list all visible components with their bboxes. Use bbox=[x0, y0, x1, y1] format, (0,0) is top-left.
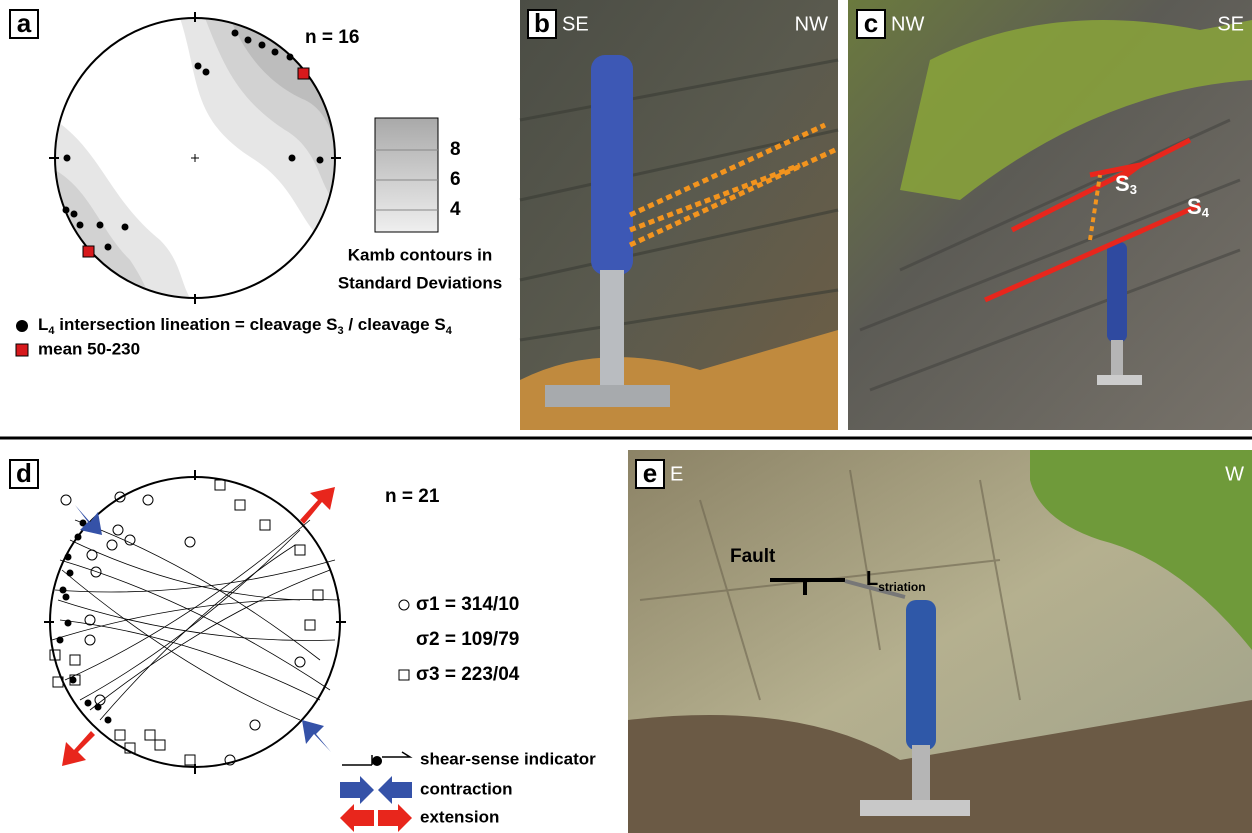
legend-square bbox=[16, 344, 28, 356]
lineation-point bbox=[71, 211, 78, 218]
lineation-point bbox=[195, 63, 202, 70]
t: S bbox=[1115, 171, 1130, 196]
arrow bbox=[300, 487, 335, 524]
lineation-point bbox=[105, 244, 112, 251]
lineation-point bbox=[232, 30, 239, 37]
legend-text: L4 intersection lineation = cleavage S3 … bbox=[38, 315, 453, 336]
legend-extension bbox=[378, 804, 412, 832]
figure: a n = 16 8 6 4 Kamb contours in Standard… bbox=[0, 0, 1252, 833]
legend-text: shear-sense indicator bbox=[420, 749, 596, 768]
scale-label: 4 bbox=[450, 199, 461, 220]
sigma1-pole bbox=[61, 495, 71, 505]
arrow bbox=[302, 720, 331, 752]
slip-point bbox=[85, 700, 92, 707]
t: S bbox=[1187, 194, 1202, 219]
legend-text: contraction bbox=[420, 779, 513, 798]
slip-point bbox=[65, 554, 72, 561]
panel-label: d bbox=[16, 458, 32, 488]
legend-text: extension bbox=[420, 807, 499, 826]
mean-marker bbox=[83, 246, 94, 257]
legend-contraction bbox=[340, 776, 374, 804]
arrow bbox=[75, 505, 102, 535]
lineation-point bbox=[272, 49, 279, 56]
sigma1-symbol bbox=[399, 600, 409, 610]
hammer-head bbox=[860, 800, 970, 816]
sigma: σ2 = 109/79 bbox=[416, 629, 519, 650]
hammer-head bbox=[545, 385, 670, 407]
sub: 4 bbox=[1202, 205, 1210, 220]
direction: W bbox=[1225, 463, 1244, 485]
lineation-point bbox=[259, 42, 266, 49]
lineation-point bbox=[63, 207, 70, 214]
sigma3-symbol bbox=[399, 670, 409, 680]
slip-point bbox=[67, 570, 74, 577]
mean-marker bbox=[298, 68, 309, 79]
lineation-point bbox=[64, 155, 71, 162]
fault-label: Fault bbox=[730, 546, 776, 567]
sub: striation bbox=[878, 580, 925, 594]
caption: Kamb contours in bbox=[348, 245, 493, 264]
panel-label: e bbox=[643, 458, 657, 488]
lineation-point bbox=[97, 222, 104, 229]
t: L bbox=[866, 568, 878, 590]
contour-scale bbox=[375, 118, 438, 232]
slip-point bbox=[63, 594, 70, 601]
legend-text: mean 50-230 bbox=[38, 339, 140, 358]
slip-point bbox=[60, 587, 67, 594]
hammer-shaft bbox=[1111, 340, 1123, 380]
sigma: σ1 = 314/10 bbox=[416, 594, 519, 615]
hammer-head bbox=[1097, 375, 1142, 385]
lineation-point bbox=[245, 37, 252, 44]
slip-point bbox=[105, 717, 112, 724]
scale-label: 8 bbox=[450, 139, 461, 160]
panel-label: a bbox=[17, 8, 32, 38]
t: intersection lineation = cleavage S bbox=[55, 315, 338, 334]
direction: E bbox=[670, 463, 683, 485]
n-label: n = 21 bbox=[385, 486, 440, 507]
lineation-point bbox=[203, 69, 210, 76]
direction: NW bbox=[795, 13, 828, 35]
hammer-handle bbox=[591, 55, 633, 275]
legend-shear bbox=[342, 752, 410, 766]
hammer-shaft bbox=[912, 745, 930, 805]
slip-point bbox=[75, 534, 82, 541]
hammer-handle bbox=[1107, 242, 1127, 342]
legend-dot bbox=[16, 320, 28, 332]
slip-point bbox=[70, 677, 77, 684]
legend-extension bbox=[340, 804, 374, 832]
sub: 3 bbox=[1130, 182, 1137, 197]
panel-label: b bbox=[534, 8, 550, 38]
lineation-point bbox=[287, 54, 294, 61]
t: L bbox=[38, 315, 48, 334]
lineation-point bbox=[122, 224, 129, 231]
sub: 4 bbox=[446, 325, 453, 337]
panel-label: c bbox=[864, 8, 878, 38]
direction: NW bbox=[891, 13, 924, 35]
scale-label: 6 bbox=[450, 169, 461, 190]
t: / cleavage S bbox=[344, 315, 446, 334]
lineation-point bbox=[317, 157, 324, 164]
n-label: n = 16 bbox=[305, 27, 359, 48]
hammer-handle bbox=[906, 600, 936, 750]
slip-point bbox=[65, 620, 72, 627]
lineation-point bbox=[77, 222, 84, 229]
lineation-point bbox=[289, 155, 296, 162]
caption: Standard Deviations bbox=[338, 273, 502, 292]
hammer-shaft bbox=[600, 270, 624, 390]
arrow bbox=[62, 731, 95, 766]
legend-contraction bbox=[378, 776, 412, 804]
direction: SE bbox=[1217, 13, 1244, 35]
sigma: σ3 = 223/04 bbox=[416, 664, 520, 685]
slip-point bbox=[57, 637, 64, 644]
direction: SE bbox=[562, 13, 589, 35]
